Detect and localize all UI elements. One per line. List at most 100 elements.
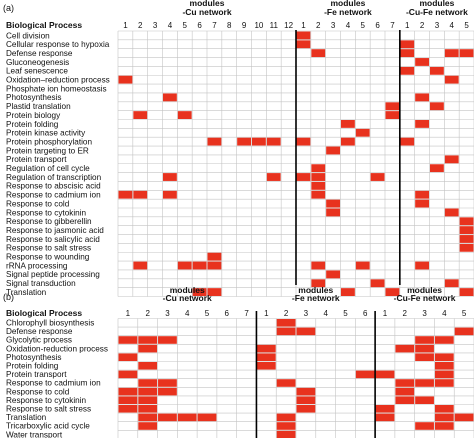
module-number: 1	[383, 309, 388, 318]
row-header: Biological Process	[6, 308, 82, 318]
process-label: Photosynthesis	[6, 93, 62, 102]
heatmap-cell	[138, 379, 158, 387]
heatmap-cell	[459, 288, 474, 296]
heatmap-cell	[355, 128, 370, 137]
heatmap-cell	[444, 75, 459, 84]
heatmap-cell	[256, 353, 276, 361]
heatmap-cell	[370, 279, 385, 288]
heatmap-cell	[454, 327, 474, 336]
process-label: Oxidation-reduction process	[6, 344, 108, 353]
process-label: Signal peptide processing	[6, 270, 100, 279]
process-label: Protein targeting to ER	[6, 146, 89, 155]
process-label: Regulation of cell cycle	[6, 164, 90, 173]
process-label: Response to wounding	[6, 253, 90, 262]
heatmap-cell	[434, 379, 454, 387]
heatmap-cell	[415, 336, 434, 344]
heatmap-cell	[355, 370, 375, 379]
process-label: Protein folding	[6, 120, 59, 129]
process-label: Response to salicylic acid	[6, 235, 100, 244]
heatmap-cell	[395, 396, 415, 404]
module-number: 4	[168, 21, 173, 30]
group-subtitle: -Fe network	[292, 293, 340, 303]
heatmap-cell	[444, 279, 459, 288]
module-number: 3	[165, 309, 170, 318]
module-number: 6	[197, 21, 202, 30]
heatmap-cell	[163, 190, 177, 199]
heatmap-cell	[118, 405, 138, 413]
heatmap-cell	[118, 75, 133, 84]
module-number: 3	[422, 309, 427, 318]
heatmap-cell	[276, 413, 296, 422]
heatmap-cell	[311, 164, 326, 173]
row-header: Biological Process	[6, 20, 82, 30]
process-label: Defense response	[6, 49, 73, 58]
heatmap-cell	[434, 413, 454, 422]
process-label: Response to cytokinin	[6, 396, 87, 405]
heatmap-cell	[192, 288, 207, 296]
module-number: 5	[361, 21, 366, 30]
module-number: 1	[123, 21, 128, 30]
module-number: 1	[126, 309, 131, 318]
heatmap-cell	[459, 217, 474, 226]
process-label: Response to gibberellin	[6, 217, 92, 226]
heatmap-cell	[430, 66, 444, 75]
process-label: Protein kinase activity	[6, 129, 86, 138]
heatmap-cell	[207, 288, 222, 296]
heatmap-cell	[296, 40, 311, 49]
heatmap-cell	[158, 387, 177, 396]
process-label: Protein transport	[6, 155, 67, 164]
heatmap-cell	[459, 243, 474, 252]
heatmap-cell	[158, 379, 177, 387]
heatmap-cell	[444, 49, 459, 58]
heatmap-cell	[256, 344, 276, 353]
module-number: 2	[138, 21, 143, 30]
heatmap-cell	[311, 173, 326, 181]
heatmap-cell	[434, 405, 454, 413]
group-subtitle: -Cu network	[163, 293, 212, 303]
heatmap-cell	[118, 190, 133, 199]
heatmap-cell	[375, 370, 395, 379]
heatmap-cell	[415, 422, 434, 430]
process-label: Response to jasmonic acid	[6, 226, 104, 235]
heatmap-cell	[118, 387, 138, 396]
process-label: Plastid translation	[6, 102, 71, 111]
heatmap-cell	[118, 336, 138, 344]
module-number: 5	[464, 21, 469, 30]
heatmap-cell	[385, 111, 400, 119]
process-label: Response to cadmium ion	[6, 191, 101, 200]
process-label: Water transport	[6, 430, 63, 438]
heatmap-cell	[341, 288, 355, 296]
module-number: 4	[185, 309, 190, 318]
process-label: Regulation of transcription	[6, 173, 102, 182]
group-title: modules	[407, 285, 442, 295]
module-number: 1	[301, 21, 306, 30]
heatmap-cell	[296, 31, 311, 40]
module-number: 2	[403, 309, 408, 318]
heatmap-cell	[311, 261, 326, 270]
heatmap-cell	[197, 413, 217, 422]
heatmap-cell	[118, 396, 138, 404]
module-number: 1	[405, 21, 410, 30]
heatmap-cell	[415, 379, 434, 387]
heatmap-cell	[177, 261, 192, 270]
heatmap-cell	[138, 336, 158, 344]
process-label: Response to abscisic acid	[6, 182, 101, 191]
group-title: modules	[419, 0, 454, 8]
process-label: Defense response	[6, 327, 73, 336]
module-number: 2	[145, 309, 150, 318]
heatmap-cell	[118, 370, 138, 379]
heatmap-cell	[434, 422, 454, 430]
heatmap-cell	[341, 120, 355, 128]
heatmap-cell	[326, 199, 340, 208]
process-label: Translation	[6, 413, 47, 422]
heatmap-cell	[415, 344, 434, 353]
group-title: modules	[298, 285, 333, 295]
heatmap-cell	[207, 137, 222, 146]
module-number: 2	[316, 21, 321, 30]
heatmap-cell	[400, 40, 415, 49]
heatmap-cell	[395, 344, 415, 353]
heatmap-cell	[256, 362, 276, 370]
heatmap-cell	[375, 413, 395, 422]
heatmap-cell	[118, 353, 138, 361]
